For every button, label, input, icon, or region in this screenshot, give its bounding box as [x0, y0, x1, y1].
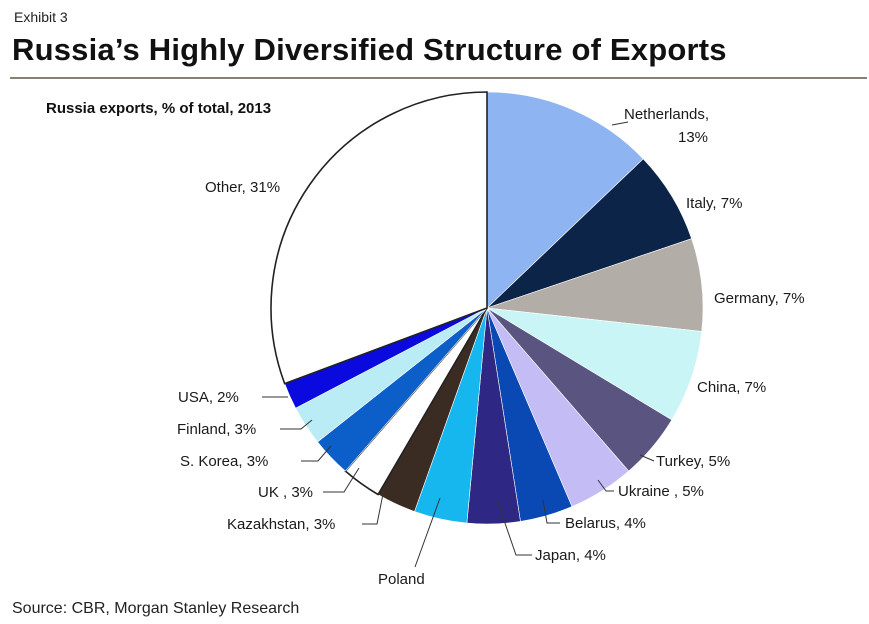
- slice-labels: Netherlands, 13% Italy, 7% Germany, 7% China…: [177, 106, 805, 588]
- leader-netherlands: [611, 121, 629, 126]
- leader-finland-3: [280, 419, 313, 430]
- pie-slices: [270, 91, 704, 525]
- label-netherlands: Netherlands,: [624, 106, 709, 123]
- chart-title: Russia exports, % of total, 2013: [46, 100, 271, 117]
- leader-kazakhstan-3: [362, 488, 385, 525]
- leader-uk-3: [323, 467, 360, 493]
- leader-ukraine-5: [597, 479, 614, 492]
- label-poland: Poland: [378, 571, 425, 588]
- label-china-7: China, 7%: [697, 379, 766, 396]
- label-s-korea-3: S. Korea, 3%: [180, 453, 268, 470]
- label-netherlands-value: 13%: [678, 129, 708, 146]
- label-finland-3: Finland, 3%: [177, 421, 256, 438]
- label-ukraine-5: Ukraine , 5%: [618, 483, 704, 500]
- label-usa-2: USA, 2%: [178, 389, 239, 406]
- leader-japan-4: [496, 499, 532, 556]
- page-title: Russia’s Highly Diversified Structure of…: [12, 32, 727, 67]
- source-note: Source: CBR, Morgan Stanley Research: [12, 600, 300, 617]
- leader-turkey-5: [639, 454, 655, 462]
- label-germany-7: Germany, 7%: [714, 290, 805, 307]
- label-uk-3: UK , 3%: [258, 484, 313, 501]
- label-turkey-5: Turkey, 5%: [656, 453, 730, 470]
- label-italy-7: Italy, 7%: [686, 195, 742, 212]
- leader-belarus-4: [542, 499, 560, 524]
- title-divider: [10, 77, 867, 79]
- slice-other-31: [270, 91, 488, 385]
- label-other-31: Other, 31%: [205, 179, 280, 196]
- leader-s-korea-3: [301, 445, 332, 462]
- label-leader-lines: [262, 121, 655, 568]
- label-japan-4: Japan, 4%: [535, 547, 606, 564]
- leader-poland: [414, 497, 441, 568]
- exhibit-label: Exhibit 3: [14, 9, 68, 25]
- slice-netherlands: [486, 91, 644, 309]
- label-belarus-4: Belarus, 4%: [565, 515, 646, 532]
- label-kazakhstan-3: Kazakhstan, 3%: [227, 516, 335, 533]
